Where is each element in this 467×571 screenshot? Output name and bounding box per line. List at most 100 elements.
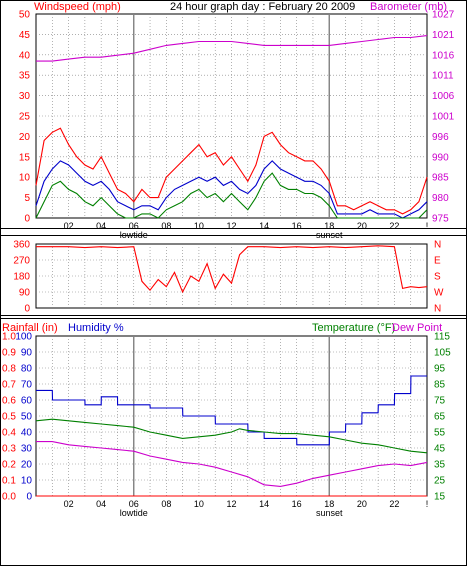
direction-compass-axis-tick: N [434,304,441,315]
direction-degrees-axis-tick: 360 [13,240,30,251]
x-tick-label-16: 16 [292,221,302,231]
x-tick-label-20: 20 [357,221,367,231]
x-tick-label-02: 02 [64,221,74,231]
axes-panel-3: lowtide sunset 02 04 06 08 10 12 14 16 18 20 22 ! 0.0 0… [2,332,451,519]
marker-label-sunset: sunset [316,508,343,518]
series-panel-3 [35,375,428,497]
humidity-axis-tick: 80 [21,364,33,375]
temperature-axis-tick: 15 [434,492,446,503]
humidity-axis-tick: 40 [21,428,33,439]
direction-compass-axis-tick: N [434,240,441,251]
temperature-axis-tick: 85 [434,380,446,391]
rainfall-axis-tick: 0.2 [2,460,16,471]
rainfall-axis-tick: 1.0 [2,332,16,343]
marker-label-lowtide: lowtide [120,230,148,240]
x-tick-label-12: 12 [226,221,236,231]
temperature-axis-tick: 65 [434,412,446,423]
humidity-axis-tick: 60 [21,396,33,407]
windspeed-axis-tick: 20 [19,132,31,143]
windspeed-axis-tick: 50 [19,10,31,21]
x-tick-label-06: 06 [129,221,139,231]
barometer-axis-tick: 996 [432,132,449,143]
barometer-axis-tick: 1001 [432,112,455,123]
temperature-axis-label: Temperature (°F) [312,322,395,334]
chart-title: 24 hour graph day : February 20 2009 [170,1,355,13]
series-humidity [36,375,427,446]
x-tick-label-08: 08 [161,221,171,231]
rainfall-axis-tick: 0.3 [2,444,16,455]
series-panel-2 [36,245,428,294]
temperature-axis-tick: 75 [434,396,446,407]
x-tick-label-22: 22 [389,499,399,509]
x-tick-label-!: ! [426,499,429,509]
x-tick-label-04: 04 [96,221,106,231]
rainfall-axis-tick: 0.6 [2,396,16,407]
windspeed-axis-tick: 35 [19,71,31,82]
humidity-axis-tick: 10 [21,476,33,487]
windspeed-axis-tick: 45 [19,30,31,41]
windspeed-axis-tick: 0 [24,214,30,225]
direction-compass-axis-tick: W [434,288,444,299]
temperature-axis-tick: 95 [434,364,446,375]
barometer-axis-tick: 1021 [432,30,455,41]
humidity-axis-label: Humidity % [68,322,124,334]
x-tick-label-14: 14 [259,221,269,231]
series-wind-gust [35,127,428,215]
rainfall-axis-tick: 0.1 [2,476,16,487]
humidity-axis-tick: 30 [21,444,33,455]
x-tick-label-16: 16 [292,499,302,509]
windspeed-axis-tick: 10 [19,173,31,184]
series-wind-direction [36,245,428,294]
windspeed-axis-tick: 30 [19,91,31,102]
temperature-axis-tick: 45 [434,444,446,455]
rainfall-axis-tick: 0.8 [2,364,16,375]
axes-panel-1: lowtide sunset 02 04 06 08 10 12 14 16 18 20 22 ! 0 5 10… [19,10,455,241]
humidity-axis-tick: 0 [26,492,32,503]
x-tick-label-20: 20 [357,499,367,509]
series-temperature [35,418,428,454]
barometer-axis-tick: 1027 [432,10,455,21]
windspeed-axis-tick: 15 [19,152,31,163]
temperature-axis-tick: 25 [434,476,446,487]
marker-label-sunset: sunset [316,230,343,240]
series-barometer [36,35,428,62]
barometer-axis-tick: 990 [432,152,449,163]
x-tick-label-!: ! [426,221,429,231]
rainfall-axis-tick: 0.0 [2,492,16,503]
temperature-axis-tick: 105 [434,348,451,359]
rainfall-axis-label: Rainfall (in) [2,322,58,334]
humidity-axis-tick: 20 [21,460,33,471]
x-tick-label-18: 18 [324,499,334,509]
direction-compass-axis-tick: S [434,272,441,283]
temperature-axis-tick: 55 [434,428,446,439]
direction-degrees-axis-tick: 0 [24,304,30,315]
rainfall-axis-tick: 0.9 [2,348,16,359]
marker-label-lowtide: lowtide [120,508,148,518]
dewpoint-axis-label: Dew Point [392,322,442,334]
temperature-axis-tick: 115 [434,332,450,343]
direction-compass-axis-tick: E [434,256,441,267]
grid-panel-1 [36,14,427,218]
direction-degrees-axis-tick: 270 [13,256,30,267]
barometer-axis-label: Barometer (mb) [370,1,447,13]
rainfall-axis-tick: 0.5 [2,412,16,423]
x-tick-label-12: 12 [226,499,236,509]
barometer-axis-tick: 975 [432,214,449,225]
humidity-axis-tick: 50 [21,412,33,423]
grid-panel-2 [36,244,427,308]
x-tick-label-04: 04 [96,499,106,509]
series-panel-1 [35,35,428,219]
series-wind-low [35,172,428,219]
barometer-axis-tick: 1016 [432,50,455,61]
barometer-axis-tick: 980 [432,193,449,204]
barometer-axis-tick: 985 [432,173,449,184]
x-tick-label-22: 22 [389,221,399,231]
series-wind-average [35,160,428,219]
windspeed-axis-label: Windspeed (mph) [34,1,121,13]
direction-degrees-axis-tick: 180 [13,272,30,283]
windspeed-axis-tick: 40 [19,50,31,61]
x-tick-label-10: 10 [194,221,204,231]
humidity-axis-tick: 90 [21,348,33,359]
